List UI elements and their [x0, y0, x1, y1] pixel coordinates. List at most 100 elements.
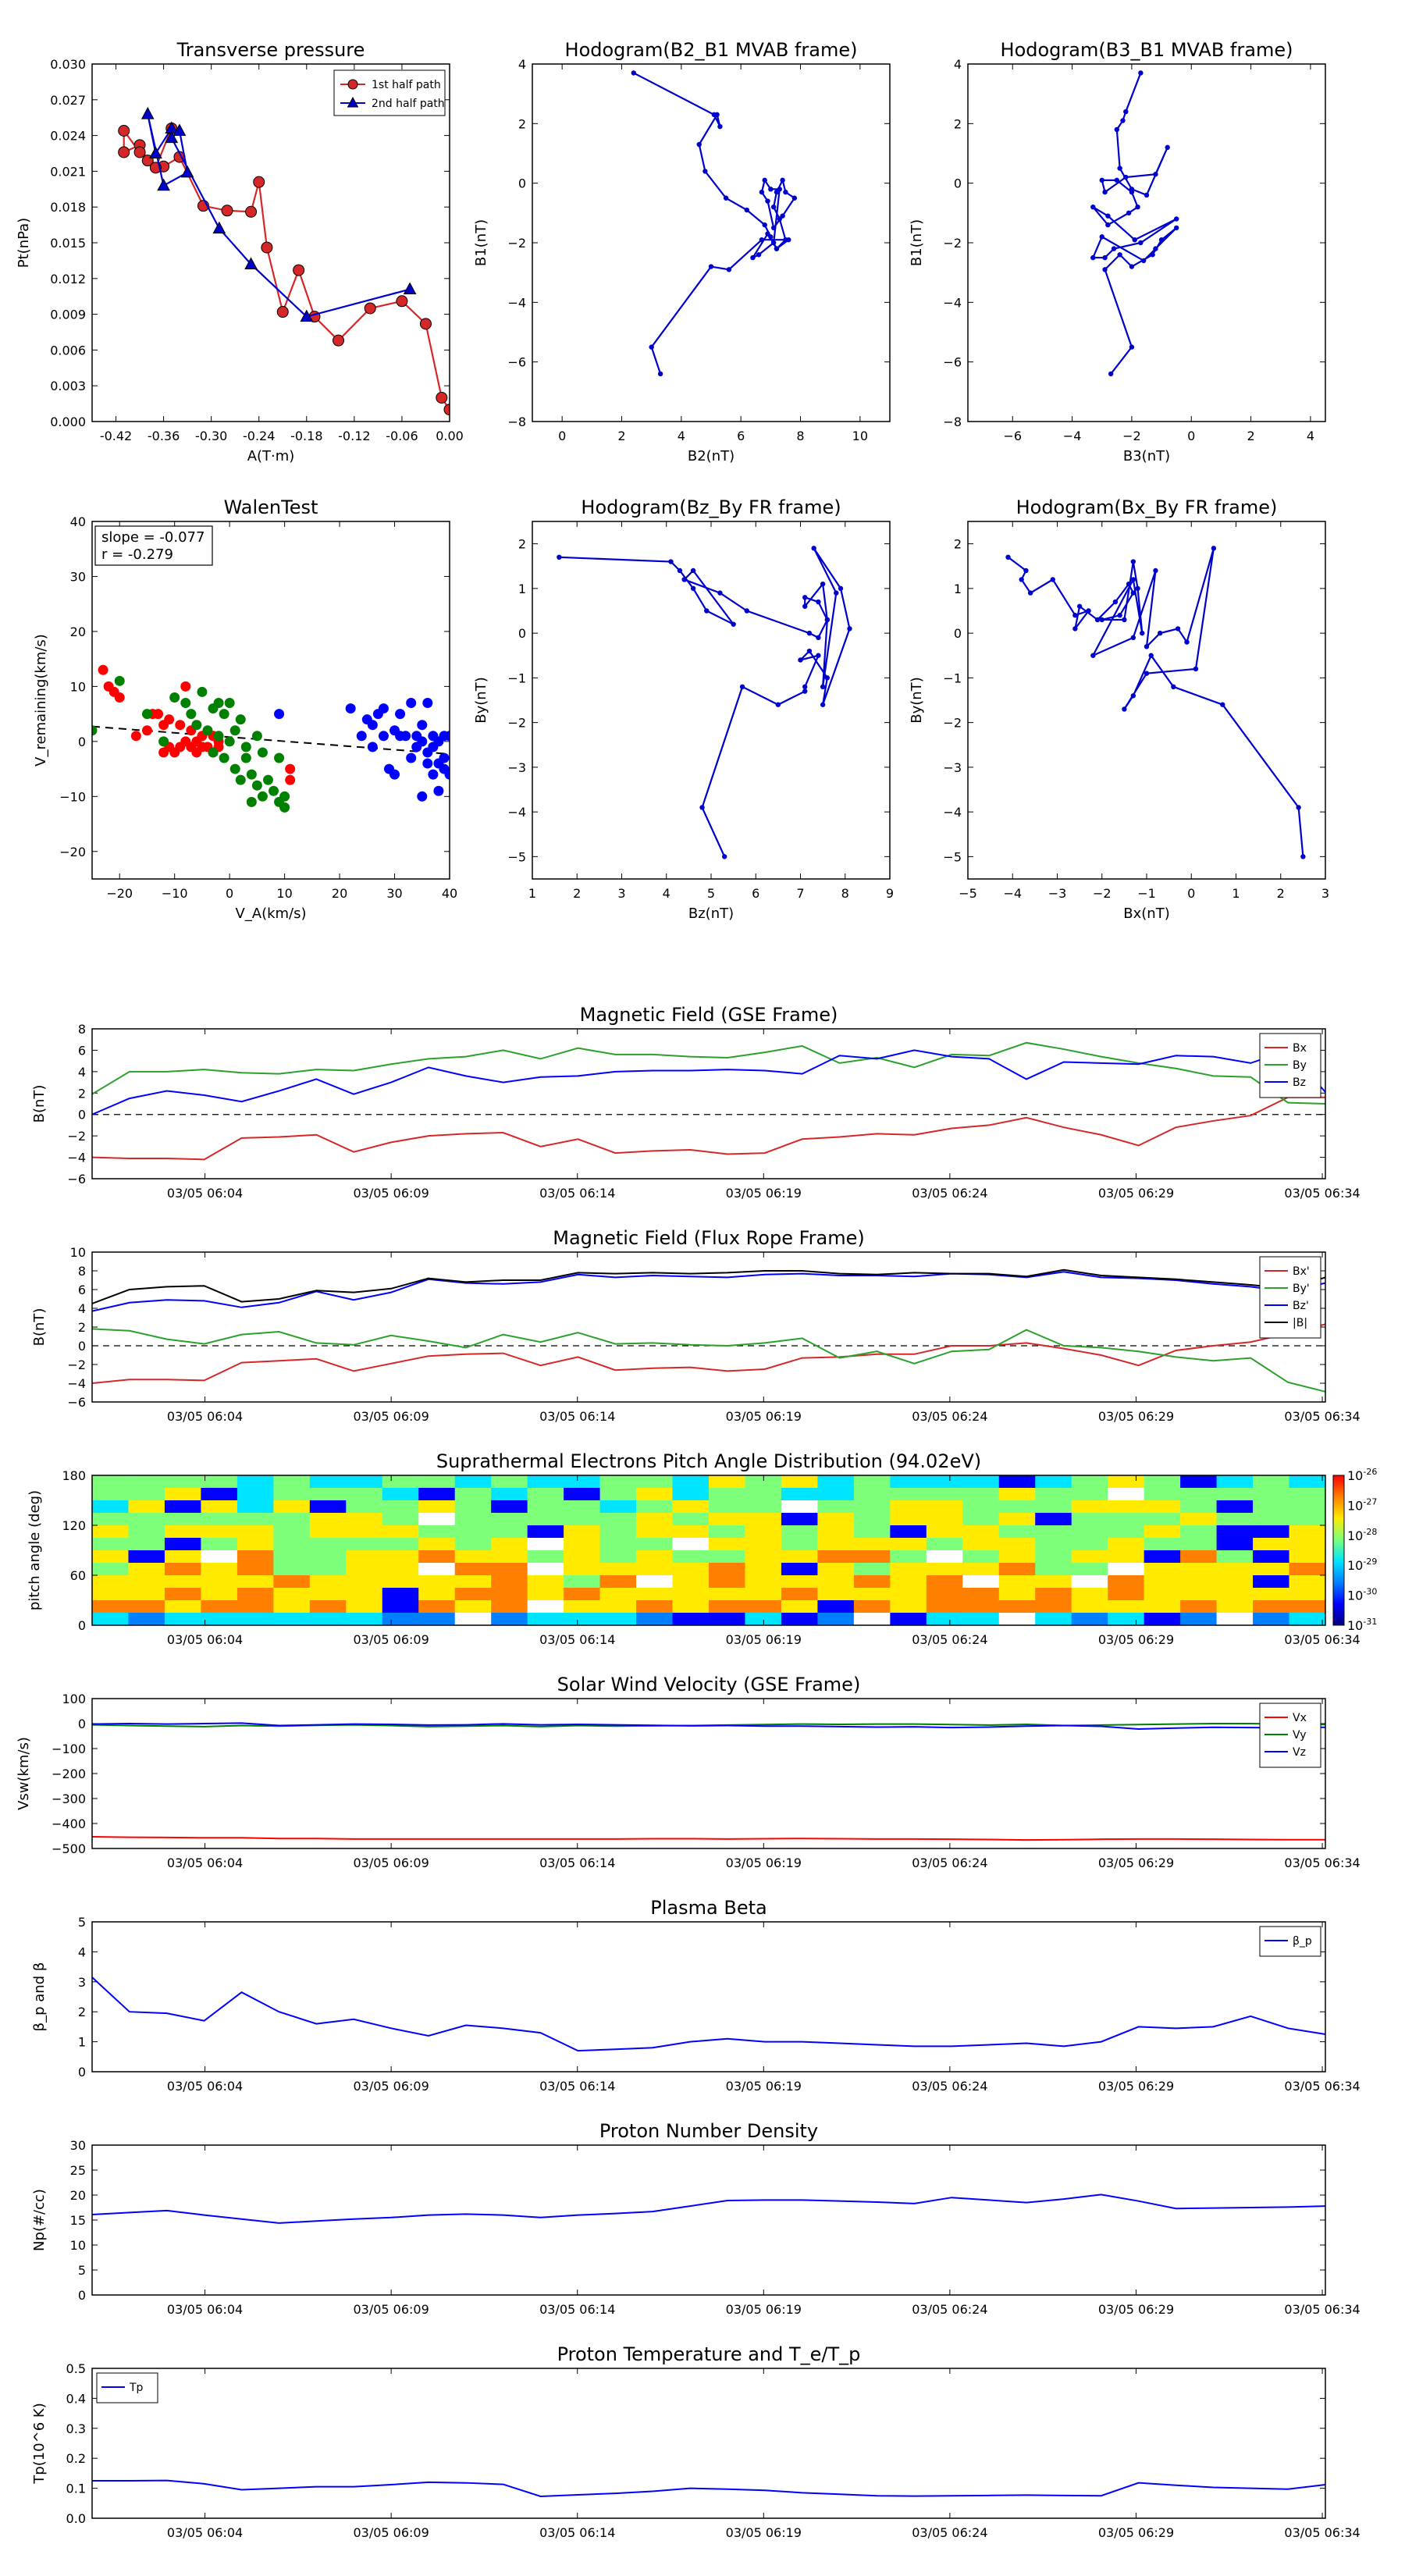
- p8-cell: [454, 1525, 492, 1539]
- p8-colorbar-label: 10-30: [1347, 1587, 1377, 1603]
- p0-point: [253, 176, 265, 188]
- p8-cell: [745, 1600, 782, 1614]
- p8-cell: [1035, 1575, 1072, 1589]
- p8-cell: [164, 1488, 201, 1501]
- p8-cell: [1253, 1525, 1290, 1539]
- p10-ytick-label: 1: [78, 2035, 86, 2050]
- p6-legend-label: Bz: [1293, 1076, 1306, 1089]
- p4-point: [806, 648, 813, 654]
- p4-point: [847, 626, 852, 632]
- p8-cell: [491, 1488, 528, 1501]
- p6-series-line: [91, 1049, 1326, 1115]
- p4-ylabel: By(nT): [473, 677, 489, 723]
- p3-point: [251, 780, 262, 791]
- p5-point: [1094, 617, 1101, 623]
- p5-point: [1300, 854, 1306, 859]
- p10-xtick-label: 03/05 06:19: [726, 2079, 802, 2094]
- p4-xtick-label: 5: [707, 886, 715, 901]
- p1-point: [770, 205, 777, 210]
- p8-cell: [745, 1525, 782, 1539]
- p2-point: [1173, 225, 1179, 231]
- p2-xtick-label: −2: [1122, 429, 1141, 443]
- p5-ytick-label: −5: [943, 849, 962, 864]
- p0-xtick-label: -0.06: [386, 429, 418, 443]
- p3-point: [92, 725, 98, 736]
- p2-ytick-label: 0: [954, 176, 962, 191]
- p8-cell: [1071, 1600, 1108, 1614]
- p8-cell: [709, 1563, 745, 1576]
- p8-cell: [599, 1588, 637, 1601]
- p11-series-line: [91, 2194, 1326, 2224]
- p3-point: [235, 714, 246, 725]
- p8-title: Suprathermal Electrons Pitch Angle Distr…: [436, 1450, 981, 1472]
- p8-cell: [454, 1613, 492, 1626]
- p8-cell: [164, 1575, 201, 1589]
- p8-cell: [92, 1538, 129, 1551]
- p7-legend-label: Bx': [1293, 1265, 1310, 1278]
- p3-xtick-label: −10: [162, 886, 188, 901]
- p12-ytick-label: 0.4: [66, 2391, 86, 2406]
- p3-point: [257, 747, 268, 758]
- p8-cell: [418, 1488, 456, 1501]
- p8-cell: [1253, 1575, 1290, 1589]
- p3-title: WalenTest: [224, 496, 318, 518]
- p9-legend: [1259, 1703, 1321, 1768]
- p3-point: [285, 763, 296, 774]
- p4-point: [834, 590, 839, 596]
- p8-cell: [491, 1538, 528, 1551]
- p8-cell: [564, 1513, 601, 1526]
- p8-cell: [564, 1550, 601, 1564]
- p8-cell: [346, 1513, 383, 1526]
- p8-cell: [926, 1588, 963, 1601]
- p8-cell: [745, 1538, 782, 1551]
- p7-ytick-label: 0: [78, 1339, 86, 1354]
- p4-point: [820, 581, 826, 587]
- p4-point: [775, 702, 781, 707]
- p7-xtick-label: 03/05 06:09: [353, 1409, 429, 1424]
- p8-cell: [817, 1513, 855, 1526]
- p4-point: [838, 585, 844, 592]
- p8-cell: [164, 1613, 201, 1626]
- p5-point: [1144, 644, 1150, 649]
- p5-point: [1140, 630, 1145, 636]
- p8-cell: [890, 1488, 927, 1501]
- p4-point: [802, 595, 808, 600]
- p8-cell: [745, 1588, 782, 1601]
- p8-cell: [890, 1500, 927, 1514]
- p8-cell: [998, 1613, 1036, 1626]
- p2-point: [1126, 210, 1132, 216]
- p1-point: [786, 237, 791, 243]
- p8-cell: [164, 1500, 201, 1514]
- p8-cell: [853, 1525, 891, 1539]
- p1-xtick-label: 6: [737, 429, 745, 443]
- p8-cell: [164, 1475, 201, 1489]
- p0-ytick-label: 0.006: [50, 343, 86, 358]
- p1-point: [780, 177, 785, 183]
- p12-xtick-label: 03/05 06:04: [167, 2525, 243, 2540]
- p8-cell: [273, 1550, 311, 1564]
- p1-xtick-label: 10: [852, 429, 868, 443]
- p6-xtick-label: 03/05 06:19: [726, 1186, 802, 1201]
- p8-cell: [1253, 1500, 1290, 1514]
- p5-point: [1135, 585, 1140, 592]
- p8-cell: [527, 1600, 564, 1614]
- p8-cell: [527, 1575, 564, 1589]
- p0-legend-marker: [347, 79, 358, 90]
- p8-cell: [346, 1488, 383, 1501]
- p8-cell: [890, 1475, 927, 1489]
- p1-point: [717, 123, 723, 130]
- p1-ytick-label: −4: [507, 295, 526, 310]
- p1-point: [768, 187, 774, 192]
- p8-cell: [1071, 1488, 1108, 1501]
- p8-cell: [491, 1588, 528, 1601]
- p8-cell: [382, 1613, 419, 1626]
- p8-cell: [92, 1513, 129, 1526]
- p1-point: [774, 246, 780, 251]
- p4-point: [824, 617, 831, 623]
- p3-point: [114, 692, 125, 703]
- p9-ytick-label: −300: [52, 1791, 86, 1806]
- p8-cell: [599, 1513, 637, 1526]
- p8-cell: [164, 1538, 201, 1551]
- p8-cell: [817, 1588, 855, 1601]
- p8-cell: [926, 1513, 963, 1526]
